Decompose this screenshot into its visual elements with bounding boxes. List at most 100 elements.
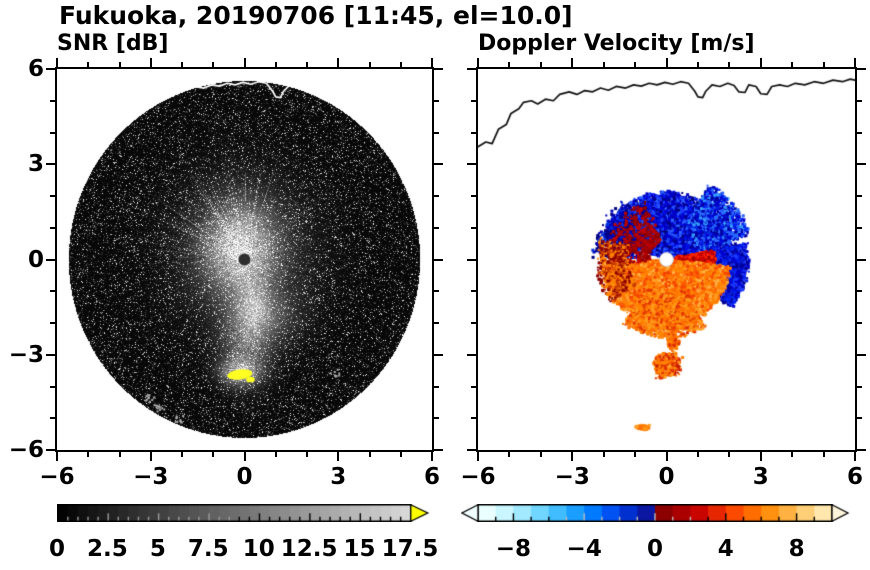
y-tick [857, 68, 866, 70]
y-tick [434, 449, 443, 451]
x-tick [212, 62, 215, 67]
x-tick [337, 58, 340, 67]
x-tick [431, 58, 433, 67]
x-tick-label: 0 [236, 464, 253, 490]
doppler-velocity-image [478, 69, 855, 450]
snr-panel-title: SNR [dB] [57, 31, 169, 56]
x-tick [539, 62, 542, 67]
x-tick [181, 62, 183, 67]
y-tick [434, 385, 439, 388]
y-tick-label: −3 [8, 341, 44, 368]
x-tick [306, 452, 308, 457]
y-tick [471, 226, 476, 229]
x-tick [539, 452, 542, 457]
x-tick [118, 62, 121, 67]
x-tick [477, 58, 479, 67]
x-tick [854, 452, 856, 461]
y-tick [50, 131, 55, 134]
figure-title: Fukuoka, 20190706 [11:45, el=10.0] [59, 1, 573, 30]
colorbar-tick-label: 15 [343, 536, 376, 562]
x-tick [56, 58, 58, 67]
x-tick-label: −3 [554, 464, 590, 490]
y-tick-label: −6 [8, 437, 44, 463]
x-tick [243, 58, 246, 67]
y-tick-label: 0 [27, 246, 44, 273]
x-tick [822, 62, 825, 67]
doppler-panel-title: Doppler Velocity [m/s] [478, 31, 755, 56]
x-tick [508, 452, 511, 457]
y-tick [434, 195, 439, 197]
y-tick [857, 290, 862, 293]
y-tick [434, 322, 439, 324]
y-tick [434, 353, 443, 356]
x-tick [149, 452, 152, 461]
y-tick [857, 99, 862, 102]
y-tick [46, 163, 55, 166]
x-tick [87, 62, 90, 67]
x-tick [508, 62, 511, 67]
x-tick [634, 452, 637, 457]
x-tick [665, 58, 668, 67]
colorbar-tick-label: −8 [495, 536, 532, 562]
colorbar-tick-label: 2.5 [87, 536, 128, 562]
colorbar-tick-label: 4 [717, 536, 734, 562]
y-tick [50, 290, 55, 293]
y-tick [46, 449, 55, 451]
y-tick [471, 195, 476, 197]
y-tick-label: 6 [27, 56, 44, 82]
x-tick [696, 62, 699, 67]
x-tick [728, 452, 731, 457]
x-tick [306, 62, 308, 67]
x-tick-label: 6 [846, 464, 863, 490]
y-tick [434, 290, 439, 293]
y-tick [857, 385, 862, 388]
snr-colorbar [57, 504, 432, 522]
x-tick-label: 3 [752, 464, 769, 490]
y-tick [471, 99, 476, 102]
x-tick [571, 58, 574, 67]
colorbar-tick-label: 17.5 [381, 536, 439, 562]
y-tick [471, 385, 476, 388]
y-tick [50, 195, 55, 197]
x-tick [602, 62, 605, 67]
x-tick [87, 452, 90, 457]
x-tick [759, 58, 762, 67]
y-tick [857, 449, 866, 451]
y-tick [471, 417, 476, 420]
colorbar-tick-label: −4 [566, 536, 602, 562]
y-tick [857, 131, 862, 134]
x-tick [399, 62, 402, 67]
x-tick [571, 452, 574, 461]
x-tick-label: −6 [39, 464, 75, 490]
x-tick [212, 452, 215, 457]
y-tick [50, 322, 55, 324]
y-tick [46, 68, 55, 70]
x-tick-label: 6 [423, 464, 440, 490]
x-tick [477, 452, 479, 461]
y-tick [50, 99, 55, 102]
x-tick [368, 452, 371, 457]
y-tick [467, 449, 476, 451]
x-tick [243, 452, 246, 461]
y-tick [434, 131, 439, 134]
colorbar-tick-label: 10 [242, 536, 275, 562]
x-tick [759, 452, 762, 461]
colorbar-tick-label: 7.5 [187, 536, 229, 562]
y-tick [46, 258, 55, 261]
x-tick-label: −6 [460, 464, 496, 490]
x-tick [149, 58, 152, 67]
y-tick [50, 417, 55, 420]
x-tick [274, 62, 277, 67]
y-tick-label: 3 [27, 151, 44, 178]
y-tick [857, 322, 862, 324]
y-tick [434, 99, 439, 102]
y-tick [857, 417, 862, 420]
x-tick [665, 452, 668, 461]
colorbar-tick-label: 5 [149, 536, 166, 562]
colorbar-tick-label: 8 [788, 536, 805, 562]
y-tick [434, 68, 443, 70]
x-tick [602, 452, 605, 457]
x-tick-label: 3 [330, 464, 347, 490]
y-tick [471, 322, 476, 324]
